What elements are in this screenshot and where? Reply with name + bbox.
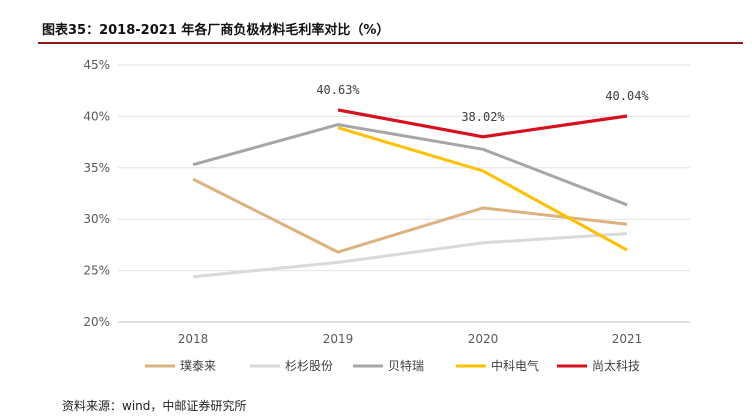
series-line-4 — [337, 126, 628, 252]
source-note: 资料来源：wind，中邮证券研究所 — [62, 399, 247, 413]
series-line-3 — [192, 123, 628, 207]
series-line-5 — [337, 108, 628, 139]
legend-label: 中科电气 — [491, 358, 539, 373]
y-tick-label: 20% — [83, 315, 110, 329]
data-label: 38.02% — [461, 110, 505, 124]
series-line-1 — [192, 177, 628, 254]
y-tick-label: 35% — [83, 161, 110, 175]
legend-label: 贝特瑞 — [388, 358, 424, 373]
x-tick-label: 2020 — [468, 332, 499, 346]
series-line-2 — [192, 232, 628, 279]
data-label: 40.63% — [316, 83, 360, 97]
chart-title: 图表35：2018-2021 年各厂商负极材料毛利率对比（%） — [42, 23, 390, 38]
y-tick-label: 40% — [83, 109, 110, 123]
x-tick-label: 2018 — [178, 332, 209, 346]
y-tick-label: 45% — [83, 58, 110, 72]
x-tick-label: 2021 — [612, 332, 643, 346]
y-tick-label: 30% — [83, 212, 110, 226]
y-tick-label: 25% — [83, 264, 110, 278]
legend-label: 杉杉股份 — [285, 359, 333, 373]
legend-label: 尚太科技 — [592, 358, 640, 373]
x-tick-label: 2019 — [323, 332, 354, 346]
legend-label: 璞泰来 — [180, 359, 216, 373]
data-label: 40.04% — [605, 89, 649, 103]
title-bar: 图表35：2018-2021 年各厂商负极材料毛利率对比（%） — [38, 12, 743, 44]
